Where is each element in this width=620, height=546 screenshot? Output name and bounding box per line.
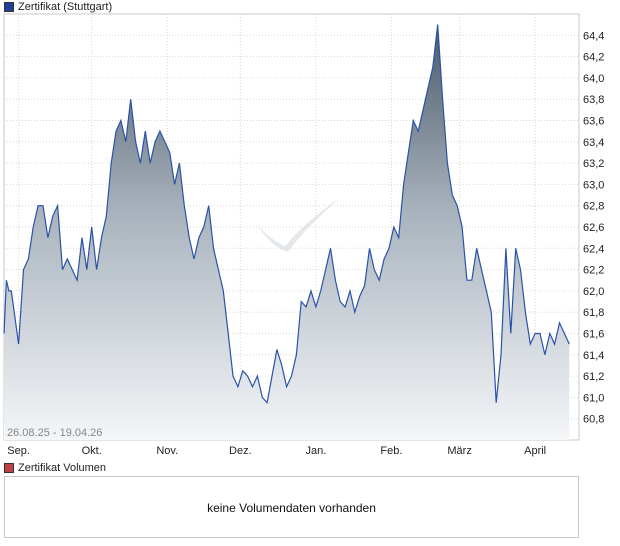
price-legend-label: Zertifikat (Stuttgart) — [18, 1, 113, 13]
y-tick-label: 64,0 — [583, 73, 604, 85]
x-tick-label: April — [524, 445, 546, 457]
y-tick-label: 62,6 — [583, 222, 604, 234]
x-tick-label: Feb. — [380, 445, 402, 457]
y-tick-label: 62,4 — [583, 243, 604, 255]
y-tick-label: 63,4 — [583, 137, 604, 149]
date-range-label: 26.08.25 - 19.04.26 — [7, 427, 102, 439]
y-tick-label: 62,2 — [583, 265, 604, 277]
y-tick-label: 64,4 — [583, 30, 604, 42]
y-tick-label: 63,0 — [583, 179, 604, 191]
x-tick-label: Sep. — [7, 445, 30, 457]
y-tick-label: 63,6 — [583, 116, 604, 128]
y-tick-label: 62,0 — [583, 286, 604, 298]
price-legend: Zertifikat (Stuttgart) — [4, 0, 112, 14]
x-tick-label: Dez. — [229, 445, 252, 457]
volume-empty-message: keine Volumendaten vorhanden — [207, 501, 376, 515]
y-tick-label: 61,8 — [583, 307, 604, 319]
volume-panel: keine Volumendaten vorhanden — [4, 476, 579, 538]
y-tick-label: 61,0 — [583, 392, 604, 404]
volume-legend-swatch — [4, 463, 14, 473]
y-tick-label: 61,6 — [583, 329, 604, 341]
x-tick-label: März — [447, 445, 471, 457]
y-tick-label: 61,4 — [583, 350, 604, 362]
price-area — [4, 24, 570, 440]
y-tick-label: 64,2 — [583, 52, 604, 64]
price-legend-swatch — [4, 2, 14, 12]
y-tick-label: 61,2 — [583, 371, 604, 383]
y-tick-label: 60,8 — [583, 414, 604, 426]
y-tick-label: 63,8 — [583, 94, 604, 106]
x-tick-label: Nov. — [156, 445, 178, 457]
volume-legend: Zertifikat Volumen — [4, 461, 106, 475]
y-tick-label: 62,8 — [583, 201, 604, 213]
volume-legend-label: Zertifikat Volumen — [18, 462, 107, 474]
x-tick-label: Jan. — [305, 445, 326, 457]
price-chart: 60,8 61,0 61,2 61,4 61,6 61,8 62,0 62,2 62,4 62,6… — [3, 13, 604, 457]
price-line — [3, 24, 570, 405]
x-tick-label: Okt. — [82, 445, 102, 457]
y-tick-label: 63,2 — [583, 158, 604, 170]
